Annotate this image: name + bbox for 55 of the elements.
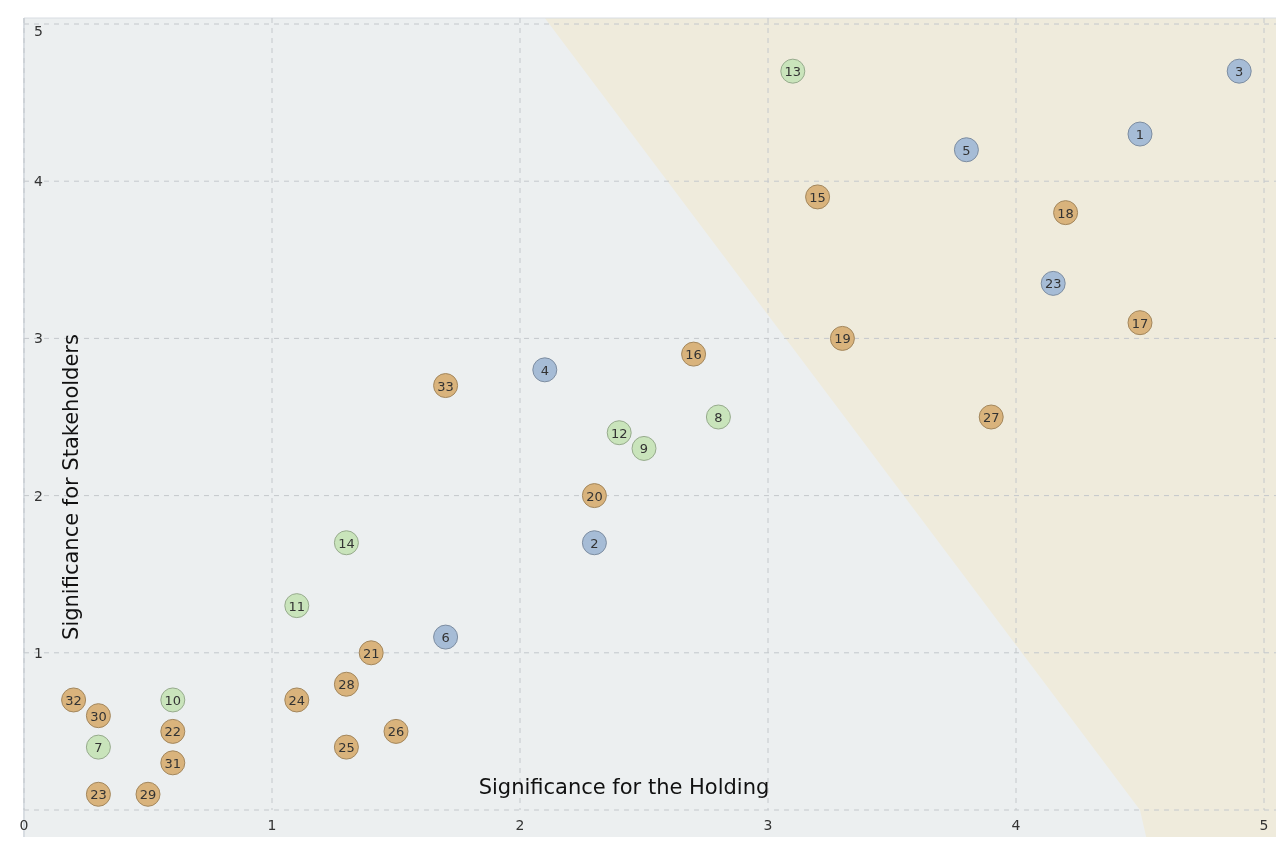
annotation: 6 bbox=[441, 630, 450, 646]
point bbox=[85, 734, 111, 760]
annotation: 30 bbox=[90, 708, 107, 724]
y-tick-label: 4 bbox=[34, 173, 43, 190]
annotation: 26 bbox=[387, 724, 405, 740]
annotation: 15 bbox=[809, 189, 826, 205]
point bbox=[1127, 121, 1153, 147]
x-axis-title: Significance for the Holding bbox=[478, 775, 770, 799]
annotation: 23 bbox=[90, 787, 107, 803]
x-tick-label: 3 bbox=[763, 817, 773, 833]
annotation: 17 bbox=[1131, 315, 1149, 331]
annotation: 20 bbox=[586, 488, 603, 504]
point bbox=[631, 435, 657, 461]
point bbox=[433, 624, 459, 650]
annotation: 1 bbox=[1135, 127, 1145, 143]
annotation: 16 bbox=[685, 347, 702, 363]
annotation: 22 bbox=[164, 724, 182, 740]
annotation: 9 bbox=[639, 441, 649, 457]
annotation: 12 bbox=[610, 425, 628, 441]
annotation: 25 bbox=[338, 740, 355, 756]
annotation: 28 bbox=[338, 677, 355, 693]
annotation: 14 bbox=[338, 535, 355, 551]
y-tick-label: 5 bbox=[34, 23, 43, 39]
annotation: 33 bbox=[437, 378, 454, 394]
annotation: 7 bbox=[94, 740, 103, 756]
y-tick-label: 3 bbox=[34, 330, 43, 347]
annotation: 2 bbox=[590, 535, 599, 551]
annotation: 32 bbox=[65, 692, 82, 708]
annotation: 18 bbox=[1057, 205, 1074, 221]
annotation: 23 bbox=[1044, 276, 1062, 292]
annotation: 8 bbox=[714, 410, 723, 425]
annotation: 21 bbox=[362, 645, 380, 661]
annotation: 5 bbox=[962, 142, 971, 158]
point bbox=[705, 404, 731, 430]
point bbox=[1226, 58, 1252, 84]
point bbox=[581, 530, 607, 556]
y-axis-title: Significance for Stakeholders bbox=[59, 334, 83, 640]
y-tick-label: 1 bbox=[34, 644, 43, 661]
x-tick-label: 1 bbox=[267, 817, 277, 833]
annotation: 29 bbox=[139, 787, 157, 803]
x-tick-label: 5 bbox=[1259, 817, 1269, 833]
annotation: 11 bbox=[288, 598, 306, 614]
x-tick-label: 4 bbox=[1011, 817, 1021, 833]
x-tick-label: 2 bbox=[515, 817, 525, 833]
annotation: 3 bbox=[1235, 64, 1244, 80]
annotation: 4 bbox=[540, 362, 549, 378]
annotation: 24 bbox=[288, 692, 306, 708]
annotation: 27 bbox=[982, 410, 1000, 425]
x-tick-label: 0 bbox=[19, 817, 29, 833]
point bbox=[953, 137, 979, 163]
annotation: 10 bbox=[164, 692, 182, 708]
y-tick-label: 2 bbox=[34, 487, 43, 504]
annotation: 19 bbox=[834, 331, 851, 347]
annotation: 31 bbox=[164, 755, 182, 771]
annotation: 13 bbox=[784, 64, 802, 80]
